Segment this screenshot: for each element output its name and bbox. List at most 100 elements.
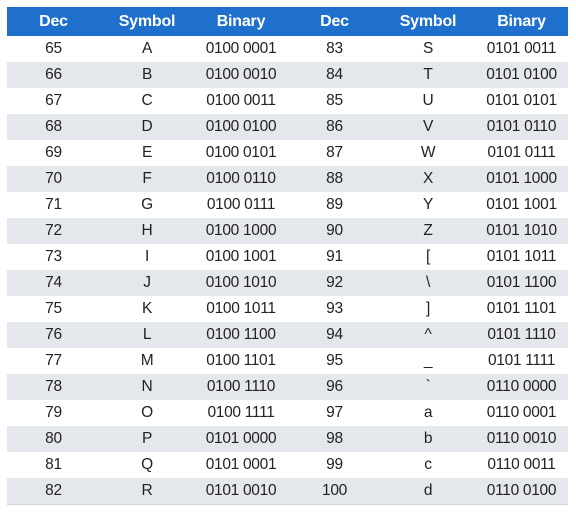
binary-cell: 0100 1111 [194, 400, 288, 426]
table-row: 81 Q 0101 0001 99 c 0110 0011 [7, 452, 568, 478]
table-row: 67 C 0100 0011 85 U 0101 0101 [7, 88, 568, 114]
symbol-cell: I [100, 244, 194, 270]
symbol-cell: R [100, 478, 194, 505]
binary-cell: 0100 1110 [194, 374, 288, 400]
table-row: 78 N 0100 1110 96 ` 0110 0000 [7, 374, 568, 400]
dec-cell: 95 [288, 348, 381, 374]
symbol-cell: ] [381, 296, 475, 322]
symbol-cell: B [100, 62, 194, 88]
dec-cell: 74 [7, 270, 100, 296]
header-dec: Dec [7, 7, 100, 36]
symbol-cell: Y [381, 192, 475, 218]
symbol-cell: O [100, 400, 194, 426]
symbol-cell: d [381, 478, 475, 505]
symbol-cell: Z [381, 218, 475, 244]
symbol-cell: G [100, 192, 194, 218]
binary-cell: 0101 0101 [475, 88, 568, 114]
dec-cell: 84 [288, 62, 381, 88]
binary-cell: 0100 0010 [194, 62, 288, 88]
binary-cell: 0101 1101 [475, 296, 568, 322]
dec-cell: 86 [288, 114, 381, 140]
symbol-cell: ` [381, 374, 475, 400]
binary-cell: 0110 0001 [475, 400, 568, 426]
table-row: 68 D 0100 0100 86 V 0101 0110 [7, 114, 568, 140]
dec-cell: 71 [7, 192, 100, 218]
binary-cell: 0110 0010 [475, 426, 568, 452]
table-row: 66 B 0100 0010 84 T 0101 0100 [7, 62, 568, 88]
symbol-cell: _ [381, 348, 475, 374]
symbol-cell: M [100, 348, 194, 374]
symbol-cell: L [100, 322, 194, 348]
table-row: 72 H 0100 1000 90 Z 0101 1010 [7, 218, 568, 244]
table-row: 65 A 0100 0001 83 S 0101 0011 [7, 36, 568, 62]
binary-cell: 0101 1110 [475, 322, 568, 348]
binary-cell: 0100 1100 [194, 322, 288, 348]
binary-cell: 0100 0110 [194, 166, 288, 192]
dec-cell: 80 [7, 426, 100, 452]
dec-cell: 75 [7, 296, 100, 322]
header-dec: Dec [288, 7, 381, 36]
dec-cell: 70 [7, 166, 100, 192]
dec-cell: 82 [7, 478, 100, 505]
symbol-cell: S [381, 36, 475, 62]
ascii-table: Dec Symbol Binary Dec Symbol Binary 65 A 0… [7, 7, 568, 505]
symbol-cell: V [381, 114, 475, 140]
symbol-cell: D [100, 114, 194, 140]
binary-cell: 0110 0011 [475, 452, 568, 478]
symbol-cell: c [381, 452, 475, 478]
symbol-cell: F [100, 166, 194, 192]
table-row: 77 M 0100 1101 95 _ 0101 1111 [7, 348, 568, 374]
table-row: 82 R 0101 0010 100 d 0110 0100 [7, 478, 568, 505]
dec-cell: 94 [288, 322, 381, 348]
table-row: 69 E 0100 0101 87 W 0101 0111 [7, 140, 568, 166]
dec-cell: 96 [288, 374, 381, 400]
binary-cell: 0110 0100 [475, 478, 568, 505]
binary-cell: 0100 1011 [194, 296, 288, 322]
header-binary: Binary [194, 7, 288, 36]
symbol-cell: X [381, 166, 475, 192]
symbol-cell: C [100, 88, 194, 114]
binary-cell: 0101 0100 [475, 62, 568, 88]
header-binary: Binary [475, 7, 568, 36]
dec-cell: 72 [7, 218, 100, 244]
dec-cell: 76 [7, 322, 100, 348]
dec-cell: 90 [288, 218, 381, 244]
dec-cell: 100 [288, 478, 381, 505]
binary-cell: 0100 1001 [194, 244, 288, 270]
dec-cell: 81 [7, 452, 100, 478]
symbol-cell: T [381, 62, 475, 88]
symbol-cell: \ [381, 270, 475, 296]
dec-cell: 98 [288, 426, 381, 452]
dec-cell: 92 [288, 270, 381, 296]
dec-cell: 78 [7, 374, 100, 400]
dec-cell: 77 [7, 348, 100, 374]
dec-cell: 67 [7, 88, 100, 114]
symbol-cell: H [100, 218, 194, 244]
table-row: 70 F 0100 0110 88 X 0101 1000 [7, 166, 568, 192]
dec-cell: 93 [288, 296, 381, 322]
dec-cell: 97 [288, 400, 381, 426]
dec-cell: 83 [288, 36, 381, 62]
header-symbol: Symbol [381, 7, 475, 36]
symbol-cell: P [100, 426, 194, 452]
binary-cell: 0101 1011 [475, 244, 568, 270]
header-row: Dec Symbol Binary Dec Symbol Binary [7, 7, 568, 36]
binary-cell: 0100 1000 [194, 218, 288, 244]
table-body: 65 A 0100 0001 83 S 0101 0011 66 B 0100 0010 84 T 0… [7, 36, 568, 505]
symbol-cell: a [381, 400, 475, 426]
binary-cell: 0101 0000 [194, 426, 288, 452]
binary-cell: 0100 0100 [194, 114, 288, 140]
dec-cell: 99 [288, 452, 381, 478]
table-row: 79 O 0100 1111 97 a 0110 0001 [7, 400, 568, 426]
symbol-cell: K [100, 296, 194, 322]
dec-cell: 88 [288, 166, 381, 192]
table-row: 71 G 0100 0111 89 Y 0101 1001 [7, 192, 568, 218]
binary-cell: 0100 0111 [194, 192, 288, 218]
symbol-cell: E [100, 140, 194, 166]
binary-cell: 0100 0101 [194, 140, 288, 166]
binary-cell: 0100 1010 [194, 270, 288, 296]
binary-cell: 0101 1100 [475, 270, 568, 296]
binary-cell: 0101 1111 [475, 348, 568, 374]
symbol-cell: Q [100, 452, 194, 478]
binary-cell: 0101 1001 [475, 192, 568, 218]
